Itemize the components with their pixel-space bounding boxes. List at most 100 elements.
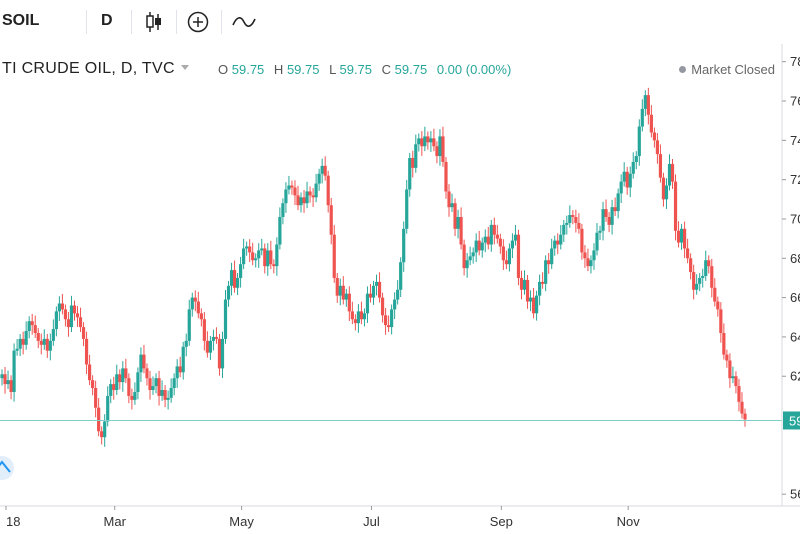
candle — [157, 370, 161, 406]
candle — [444, 157, 448, 199]
candle — [214, 327, 219, 344]
candle-body — [106, 395, 110, 422]
candle — [317, 168, 321, 191]
candle-body — [411, 158, 415, 168]
candle — [81, 322, 86, 347]
candle — [438, 129, 442, 166]
series-title[interactable]: TI CRUDE OIL, D, TVC — [2, 60, 175, 77]
candle — [109, 379, 113, 404]
chevron-up-icon — [0, 460, 11, 473]
candle — [344, 288, 348, 307]
symbol-search-button[interactable]: SOIL — [2, 12, 40, 29]
candle — [272, 259, 276, 274]
candle-body — [254, 258, 258, 261]
candle-body — [3, 374, 7, 385]
candle-body — [547, 260, 551, 265]
candle — [510, 233, 515, 259]
candle — [492, 217, 496, 245]
candle — [353, 314, 357, 331]
candle-body — [42, 338, 46, 345]
candle — [45, 333, 49, 358]
candle — [239, 256, 243, 288]
candle-body — [438, 136, 442, 157]
candle-body — [305, 191, 309, 204]
candle-body — [27, 321, 31, 332]
candle — [211, 329, 216, 351]
caret-down-icon[interactable] — [180, 64, 189, 70]
interval-button[interactable]: D — [101, 12, 113, 29]
candle — [719, 302, 723, 343]
candle — [350, 301, 354, 325]
candle — [139, 347, 143, 382]
candle-body — [565, 222, 569, 225]
candle-body — [205, 340, 209, 353]
candle-body — [471, 252, 475, 257]
candle-body — [435, 146, 439, 157]
candle-body — [719, 309, 723, 333]
candle-body — [187, 309, 191, 341]
candle-body — [278, 217, 282, 245]
candle — [196, 291, 200, 319]
candle-body — [160, 390, 164, 396]
candle — [226, 280, 231, 307]
candle-body — [432, 138, 436, 147]
candle-body — [531, 297, 536, 314]
candle-body — [97, 407, 101, 432]
candle-body — [743, 413, 747, 420]
candle — [326, 170, 330, 213]
candle — [266, 243, 270, 276]
candle — [100, 426, 104, 445]
candle-body — [519, 277, 524, 290]
candle — [130, 388, 134, 410]
candle-body — [429, 138, 433, 143]
candle-body — [704, 260, 708, 276]
candle-body — [619, 181, 623, 194]
candle-body — [281, 203, 285, 218]
candle — [175, 359, 179, 388]
candle-body — [350, 311, 354, 320]
candle-body — [21, 338, 25, 345]
candle-body — [18, 338, 22, 349]
candle — [97, 398, 101, 437]
price-tick-label: 68 — [790, 251, 800, 266]
candle — [39, 333, 43, 355]
candle-body — [178, 366, 182, 373]
candle — [429, 131, 433, 152]
candle-body — [420, 138, 424, 147]
candle-body — [6, 380, 10, 385]
candle — [414, 134, 418, 173]
candle — [60, 293, 65, 315]
candle-body — [459, 217, 463, 245]
candle — [722, 323, 726, 360]
candle — [36, 328, 40, 349]
candle — [202, 311, 206, 351]
candle — [634, 151, 638, 170]
candle-body — [136, 372, 140, 392]
candle — [607, 212, 611, 233]
candle — [311, 188, 315, 207]
candle-body — [571, 215, 575, 218]
candle-body — [45, 338, 49, 351]
high-label: H — [273, 62, 284, 77]
candlestick-icon[interactable] — [140, 8, 168, 36]
price-tick-label: 78 — [790, 54, 800, 69]
candle-body — [737, 386, 741, 402]
candle-body — [293, 187, 297, 196]
candle-body — [24, 331, 28, 345]
candle-body — [541, 281, 545, 284]
scroll-to-realtime-button[interactable] — [0, 456, 14, 480]
candle — [710, 258, 714, 298]
candle-body — [326, 175, 330, 206]
candle — [504, 250, 508, 270]
candle-body — [679, 228, 684, 243]
candle — [586, 248, 590, 272]
candle-body — [631, 161, 635, 174]
plus-circle-icon[interactable] — [184, 8, 212, 36]
candle-body — [341, 285, 345, 300]
candle — [84, 331, 89, 375]
candle — [728, 353, 732, 388]
candle-body — [465, 260, 469, 269]
wave-icon[interactable] — [230, 8, 258, 36]
candle — [667, 154, 672, 191]
